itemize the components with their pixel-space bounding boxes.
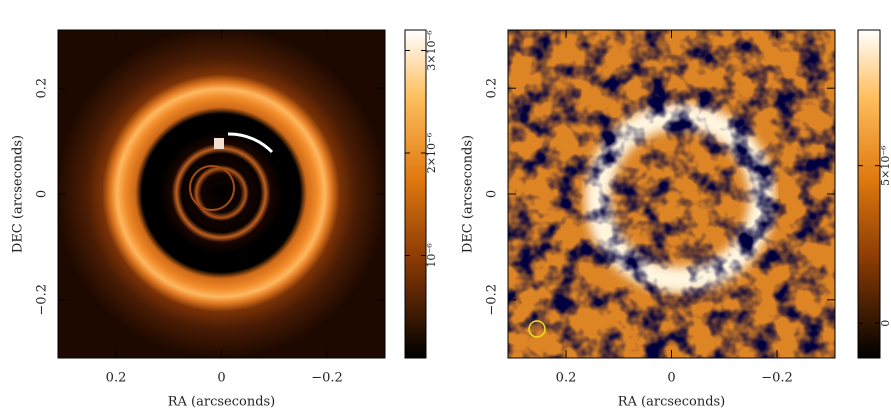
y-tick-label: −0.2 <box>35 284 50 316</box>
x-tick-label: 0.2 <box>556 371 577 386</box>
colorbar-tick-label: 2×10⁻⁶ <box>425 132 438 173</box>
colorbar-tick-label: 0 <box>879 320 891 327</box>
colorbar-tick-label: 3×10⁻⁶ <box>425 30 438 71</box>
y-tick-label: 0 <box>35 190 50 198</box>
x-tick-label: −0.2 <box>761 371 793 386</box>
colorbar <box>404 29 427 359</box>
colorbar-tick-label: 10⁻⁶ <box>425 243 438 268</box>
x-tick-label: 0 <box>667 371 675 386</box>
colorbar <box>857 29 881 359</box>
disk-image <box>58 30 385 358</box>
colorbar-tick-label: 5×10⁻⁶ <box>879 145 891 186</box>
x-tick-label: −0.2 <box>311 371 343 386</box>
disk-image <box>508 30 835 358</box>
y-tick-label: 0.2 <box>485 78 500 99</box>
x-tick-label: 0.2 <box>106 371 127 386</box>
y-axis-label: DEC (arcseconds) <box>11 135 26 253</box>
x-axis-label: RA (arcseconds) <box>618 395 726 410</box>
y-axis-label: DEC (arcseconds) <box>461 135 476 253</box>
y-tick-label: 0 <box>485 190 500 198</box>
x-axis-label: RA (arcseconds) <box>168 395 276 410</box>
y-tick-label: 0.2 <box>35 78 50 99</box>
y-tick-label: −0.2 <box>485 284 500 316</box>
x-tick-label: 0 <box>217 371 225 386</box>
